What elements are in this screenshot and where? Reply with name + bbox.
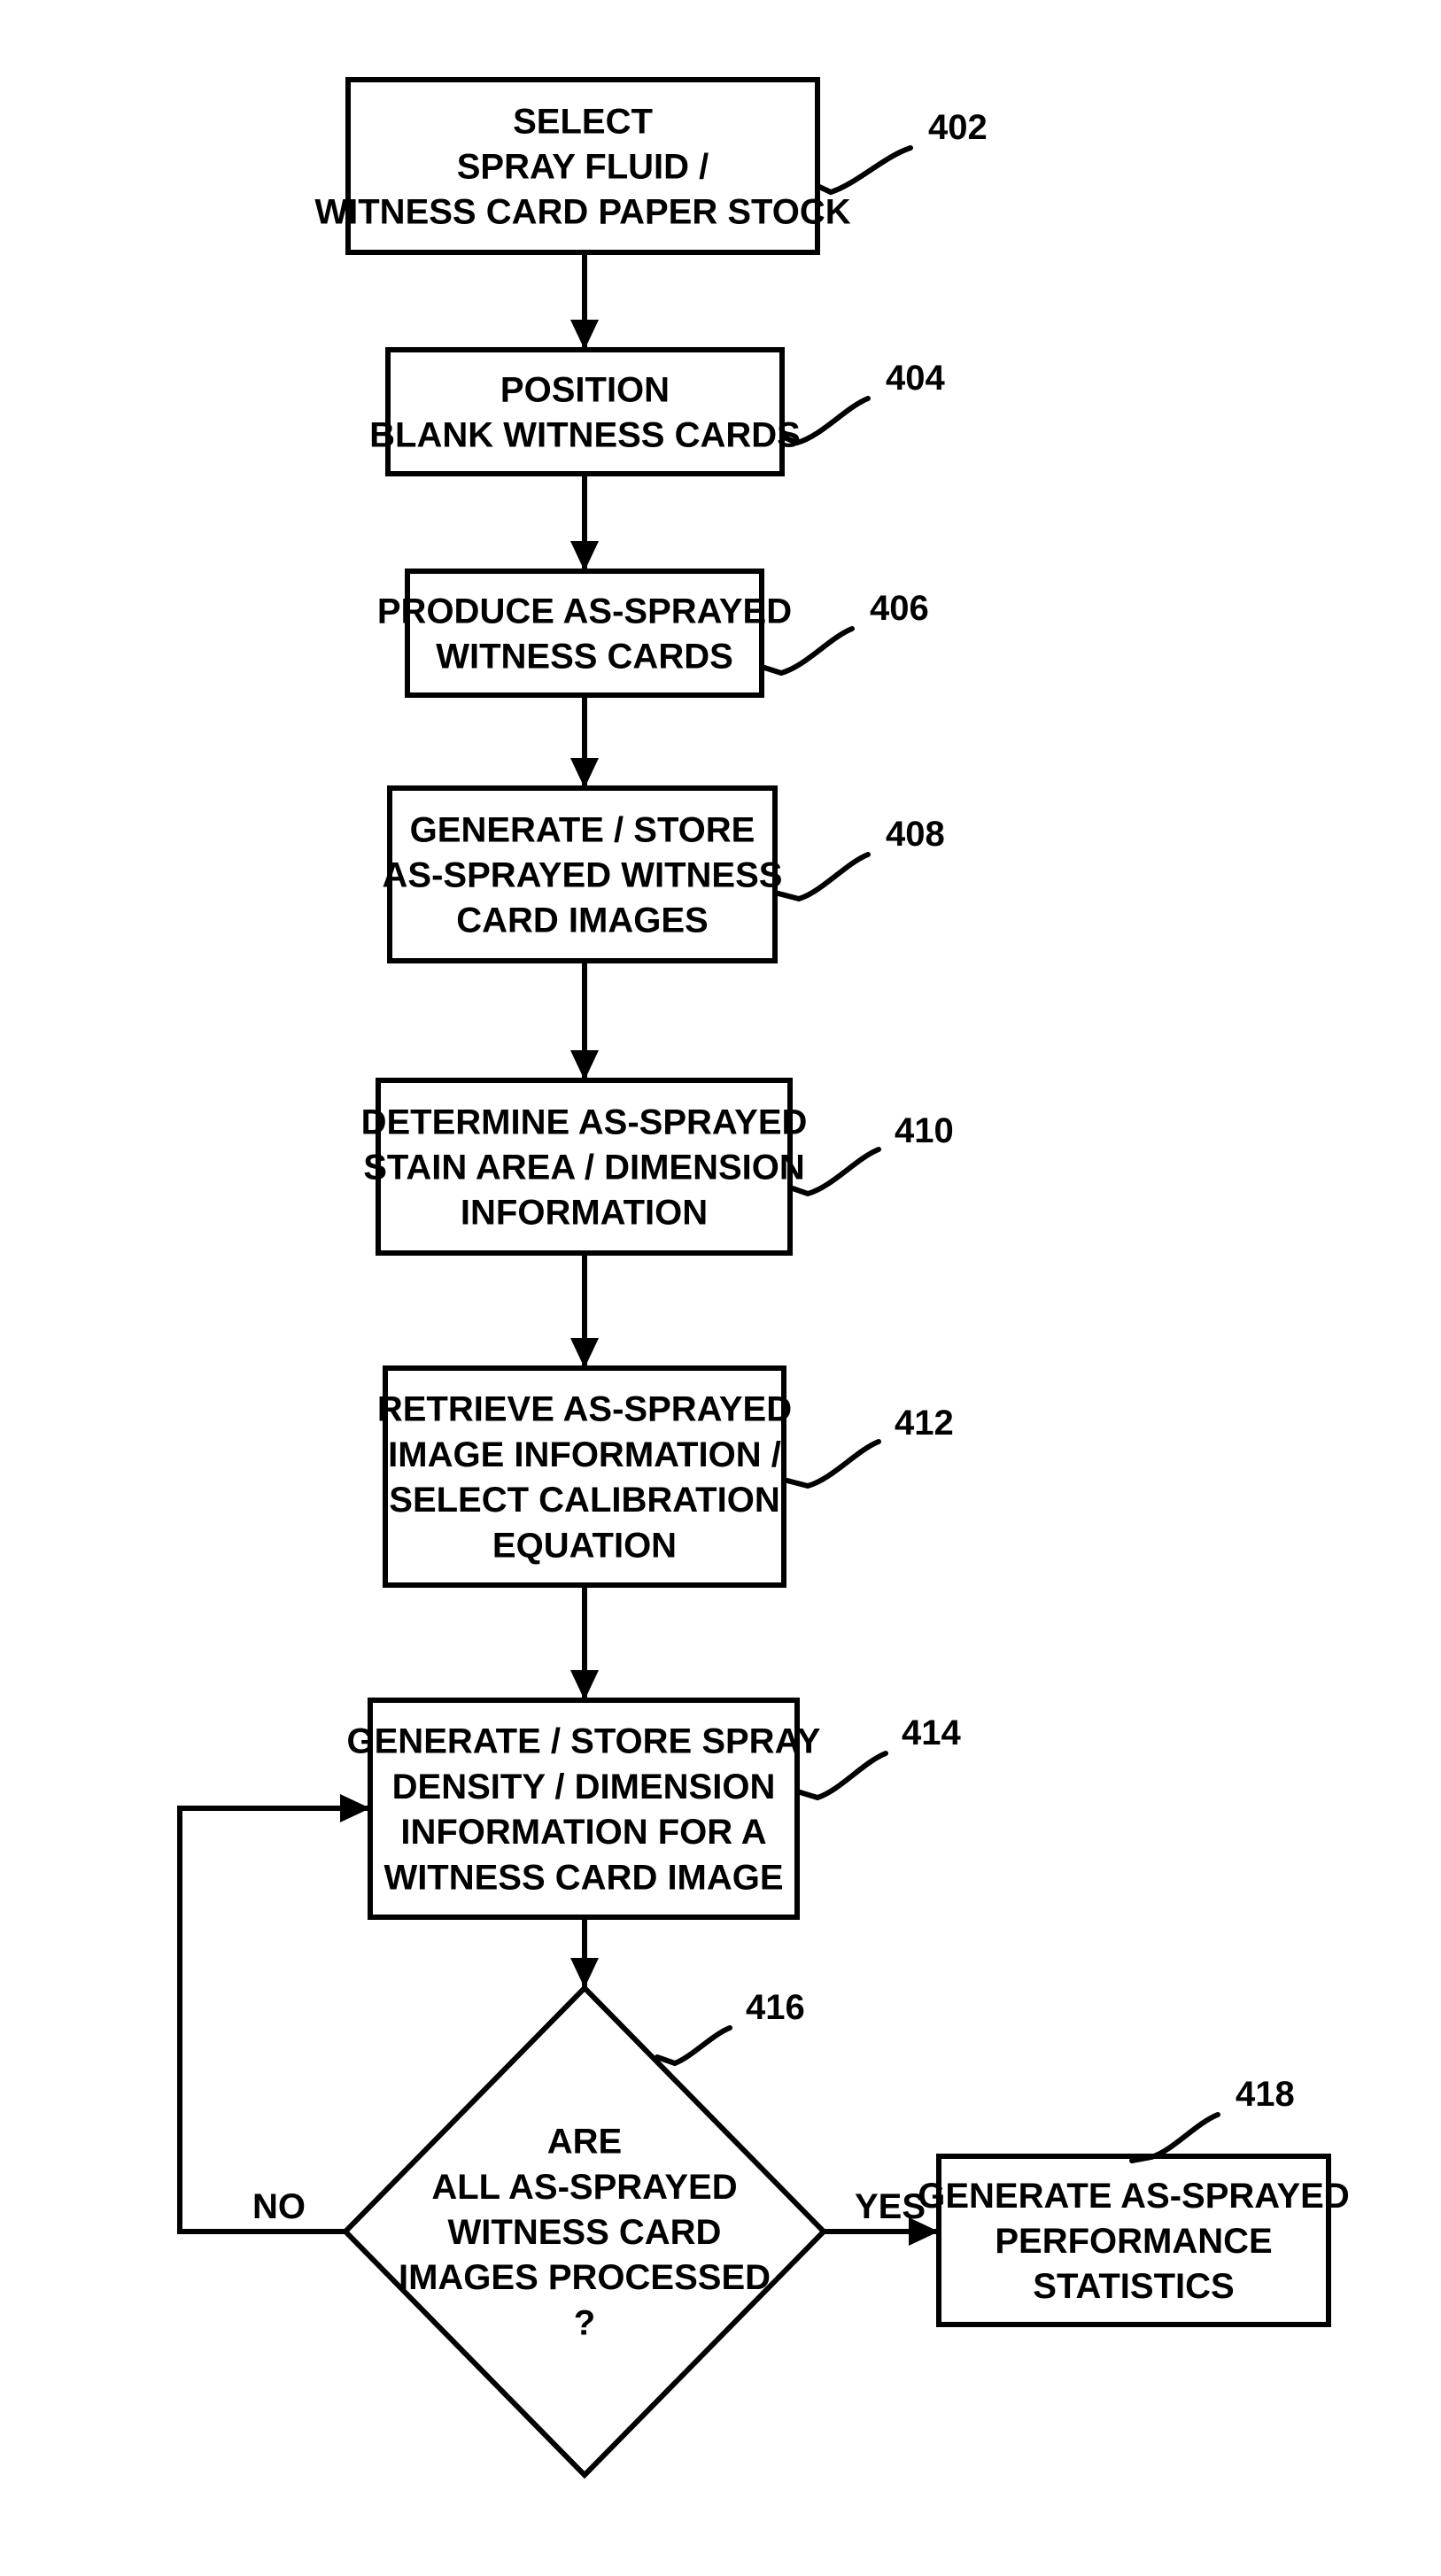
flow-node-n414: GENERATE / STORE SPRAY DENSITY / DIMENSIO… <box>347 1700 821 1917</box>
node-text: STAIN AREA / DIMENSION <box>363 1149 805 1187</box>
flow-node-n416: ARE ALL AS-SPRAYED WITNESS CARD IMAGES PROC… <box>345 1988 824 2475</box>
ref-label-412: 412 <box>895 1404 954 1443</box>
node-text: STATISTICS <box>1033 2267 1234 2306</box>
flow-node-n412: RETRIEVE AS-SPRAYED IMAGE INFORMATION / SE… <box>377 1368 792 1585</box>
node-text: WITNESS CARD IMAGE <box>383 1858 783 1897</box>
flow-node-n418: GENERATE AS-SPRAYED PERFORMANCE STATISTICS <box>918 2156 1350 2325</box>
node-text: SPRAY FLUID / <box>457 148 709 187</box>
flow-arrow <box>180 1808 370 2232</box>
flow-node-n408: GENERATE / STORE AS-SPRAYED WITNESS CARD I… <box>383 788 783 961</box>
node-text: POSITION <box>500 370 670 409</box>
node-text: SELECT CALIBRATION <box>389 1481 779 1520</box>
node-text: IMAGES PROCESSED <box>399 2258 771 2297</box>
node-text: PRODUCE AS-SPRAYED <box>377 592 792 630</box>
node-text: ? <box>574 2303 595 2342</box>
flow-node-n410: DETERMINE AS-SPRAYED STAIN AREA / DIMENSI… <box>361 1080 808 1253</box>
edge-label: YES <box>855 2187 926 2226</box>
node-text: BLANK WITNESS CARDS <box>369 416 801 455</box>
node-text: INFORMATION <box>461 1194 708 1233</box>
node-text: GENERATE AS-SPRAYED <box>918 2177 1350 2216</box>
ref-label-408: 408 <box>886 815 945 854</box>
ref-label-410: 410 <box>895 1111 954 1150</box>
callout-line <box>657 2028 730 2063</box>
ref-label-416: 416 <box>746 1988 805 2027</box>
callout-line <box>784 1442 879 1486</box>
ref-label-406: 406 <box>870 589 929 628</box>
edge-label: NO <box>252 2187 306 2226</box>
node-text: DENSITY / DIMENSION <box>392 1768 776 1806</box>
node-text: CARD IMAGES <box>456 901 708 940</box>
node-text: AS-SPRAYED WITNESS <box>383 856 783 895</box>
node-text: WITNESS CARD PAPER STOCK <box>314 193 850 232</box>
node-text: IMAGE INFORMATION / <box>388 1435 781 1474</box>
flow-node-n406: PRODUCE AS-SPRAYED WITNESS CARDS <box>377 571 792 695</box>
ref-label-404: 404 <box>886 359 945 398</box>
node-text: GENERATE / STORE <box>410 810 755 849</box>
callout-line <box>817 148 910 192</box>
node-text: DETERMINE AS-SPRAYED <box>361 1102 808 1141</box>
node-text: GENERATE / STORE SPRAY <box>347 1722 821 1761</box>
node-text: ARE <box>547 2123 622 2162</box>
node-text: SELECT <box>513 102 653 141</box>
ref-label-418: 418 <box>1236 2075 1295 2114</box>
node-text: INFORMATION FOR A <box>400 1813 766 1852</box>
ref-label-414: 414 <box>902 1713 961 1752</box>
node-text: WITNESS CARDS <box>436 638 733 677</box>
flow-node-n404: POSITION BLANK WITNESS CARDS <box>369 350 801 474</box>
node-text: ALL AS-SPRAYED <box>431 2168 737 2207</box>
node-text: WITNESS CARD <box>448 2213 722 2252</box>
callout-line <box>775 855 868 899</box>
ref-label-402: 402 <box>928 108 988 147</box>
flow-node-n402: SELECT SPRAY FLUID / WITNESS CARD PAPER ST… <box>314 80 850 252</box>
callout-line <box>762 629 852 673</box>
node-text: EQUATION <box>492 1526 677 1565</box>
node-text: RETRIEVE AS-SPRAYED <box>377 1390 792 1429</box>
node-text: PERFORMANCE <box>995 2222 1272 2261</box>
